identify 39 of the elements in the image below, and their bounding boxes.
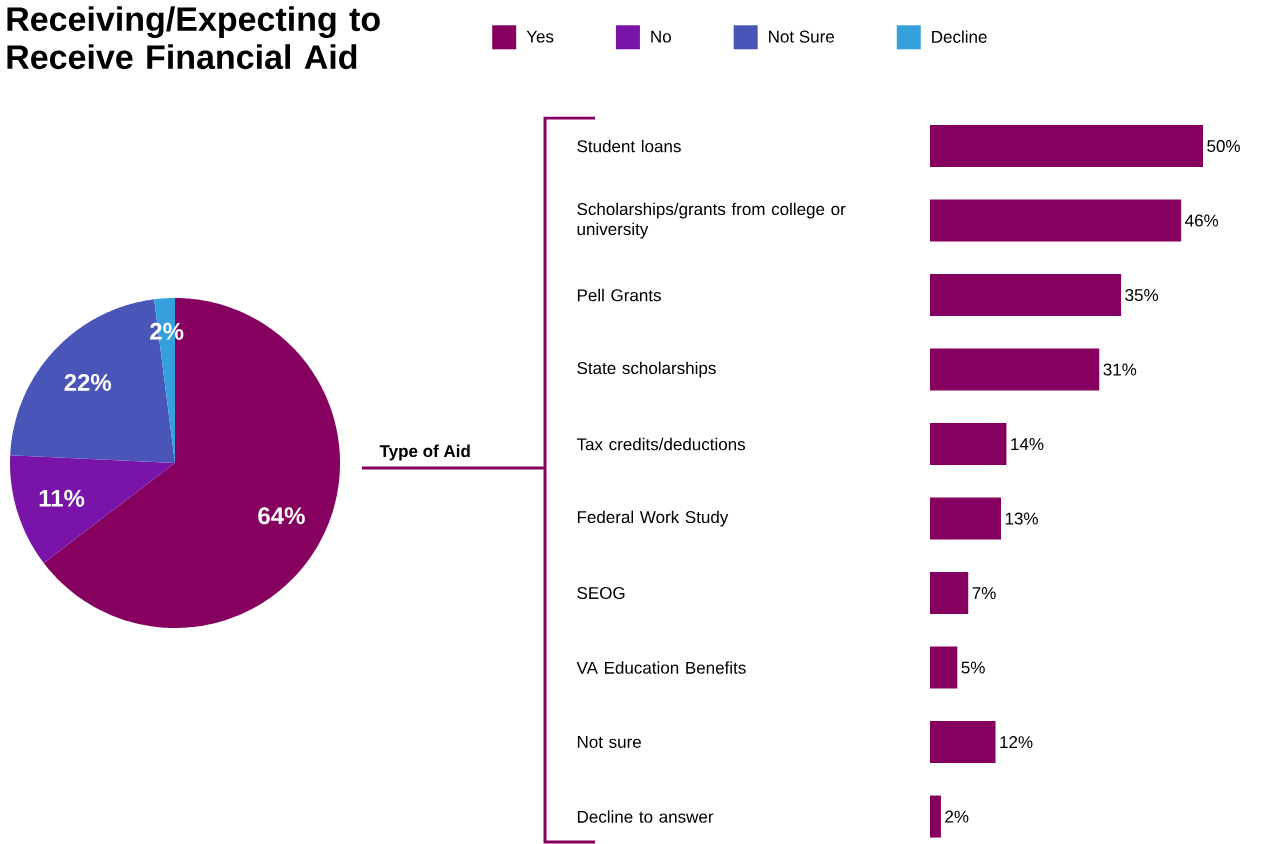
y-axis-title: Type of Aid [379,444,470,461]
legend-label: Decline [932,30,987,43]
legend-label: Yes [526,30,554,43]
y-tick-label: Federal Work Study [577,510,729,527]
y-tick-label: SEOG [577,587,625,600]
y-tick-label: Scholarships/grants from college or university [577,202,846,239]
data-label: 13% [1005,512,1038,525]
data-label: 46% [1185,214,1219,227]
legend-label: No [651,30,671,43]
y-tick-label: Student loans [577,139,681,153]
data-label: 31% [1103,363,1137,376]
y-tick-label: State scholarships [577,361,716,378]
chart-title: Receiving/Expecting to Receive Financial Aid [7,6,380,70]
bar [930,423,1007,466]
y-tick-label: Tax credits/deductions [576,437,746,451]
bar [930,795,941,838]
y-tick-label: Decline to answer [577,810,714,823]
bar [930,199,1182,242]
legend-label: Not Sure [769,30,834,43]
data-label: 2% [945,810,969,823]
bar [930,646,958,689]
bar [930,348,1100,391]
data-label: 5% [961,661,985,674]
data-label: 7% [972,587,996,599]
y-tick-label: Pell Grants [577,288,661,302]
bar [930,497,1001,540]
data-label: 11% [39,489,85,507]
data-label: 35% [1125,289,1159,302]
bar [930,572,969,615]
bar [930,125,1203,168]
bar [930,721,996,764]
data-label: 50% [1207,140,1240,153]
y-tick-label: Not sure [577,736,641,748]
bar [930,274,1122,317]
data-label: 14% [1011,438,1044,450]
data-label: 64% [258,507,305,525]
data-label: 12% [1000,736,1033,749]
data-label: 22% [64,373,112,391]
y-tick-label: VA Education Benefits [576,661,746,674]
